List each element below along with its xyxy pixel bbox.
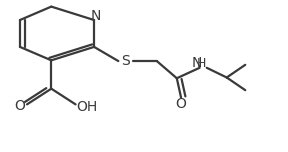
Text: O: O [14,99,25,113]
Text: N: N [192,56,202,70]
Text: OH: OH [76,100,98,114]
Text: N: N [90,9,101,23]
Text: H: H [196,57,206,70]
Text: O: O [176,97,187,111]
Text: S: S [121,54,130,68]
